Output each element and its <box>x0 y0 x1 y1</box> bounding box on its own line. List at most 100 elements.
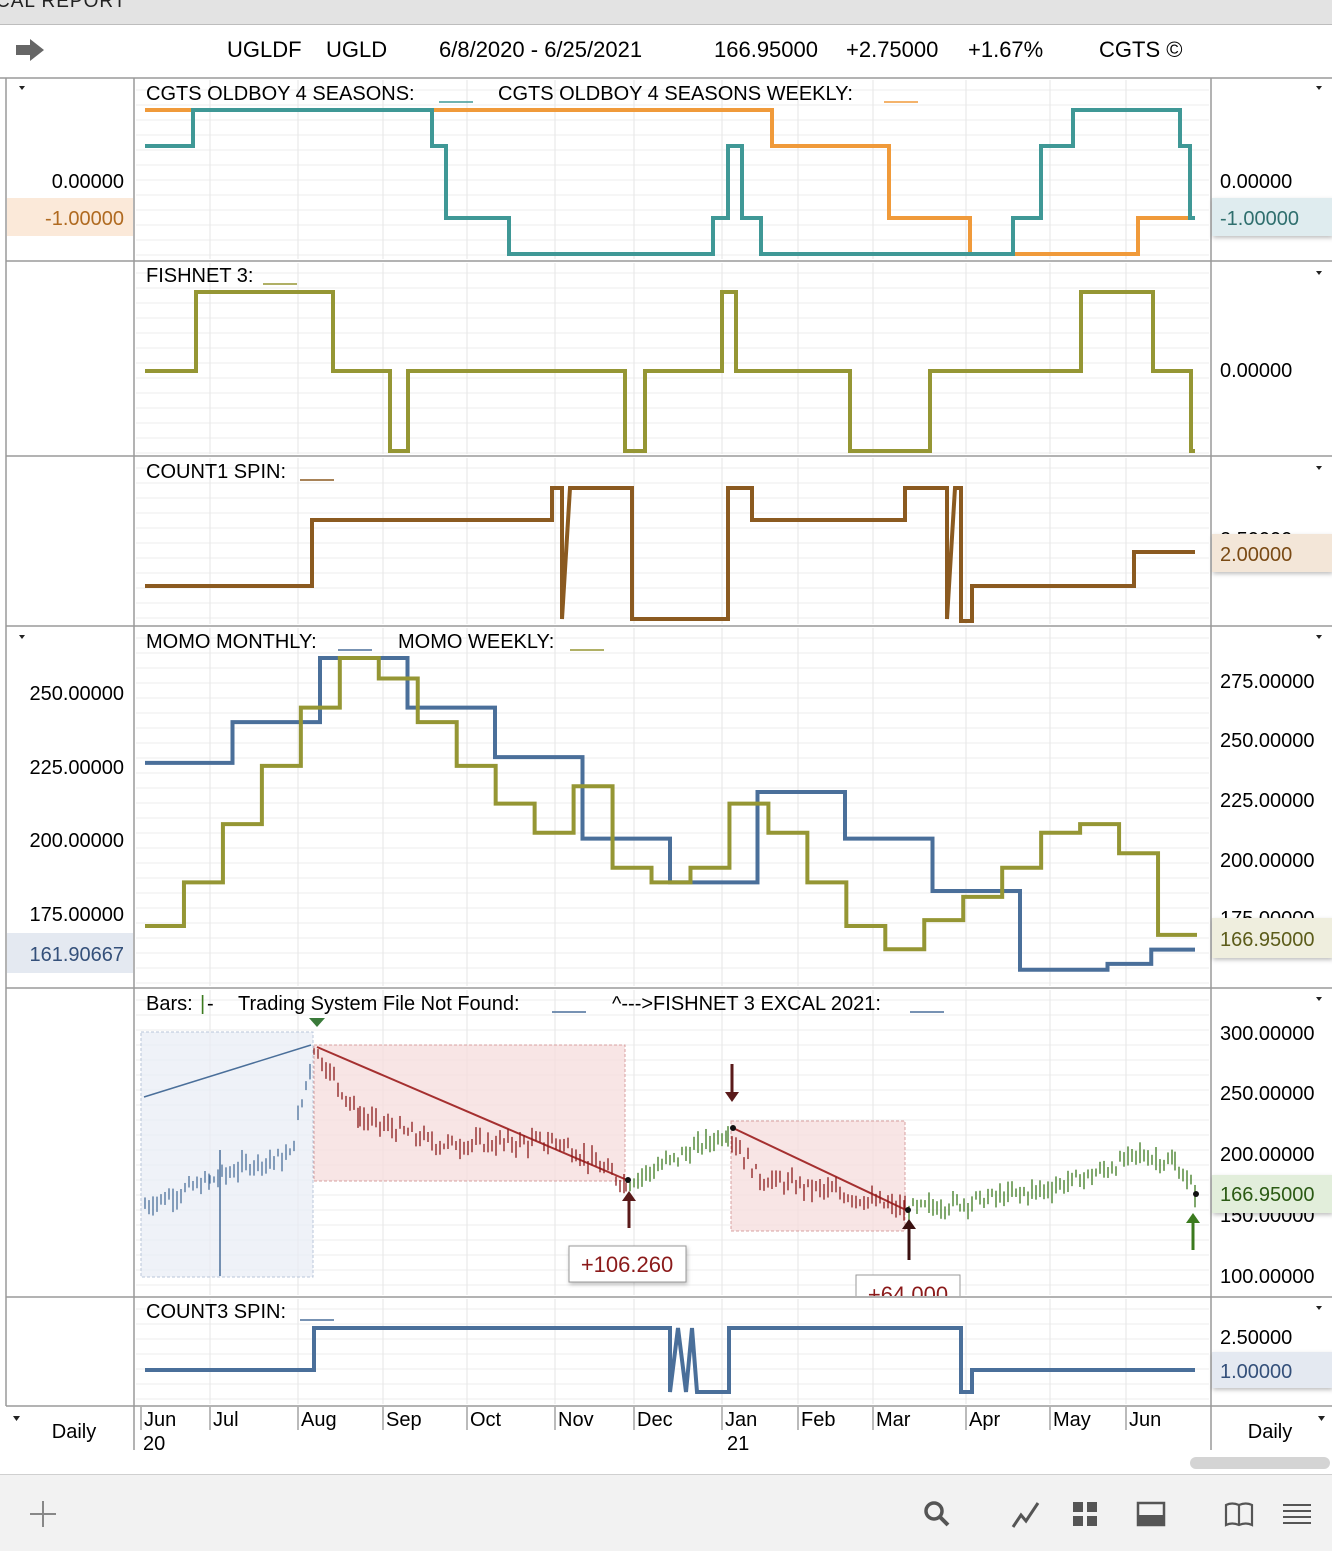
count3-title: COUNT3 SPIN: <box>146 1301 286 1323</box>
right-badge: 166.95000 <box>1220 1184 1315 1206</box>
trend-line-red-2 <box>732 1127 907 1211</box>
grid-layout-icon[interactable] <box>1068 1497 1102 1531</box>
fishnet-excal-title: ^--->FISHNET 3 EXCAL 2021: <box>612 993 881 1015</box>
symbol-label: UGLDF <box>227 37 302 62</box>
month-label: May <box>1053 1409 1091 1431</box>
right-tick: 200.00000 <box>1220 1144 1315 1166</box>
oldboy-weekly-title: CGTS OLDBOY 4 SEASONS WEEKLY: <box>498 83 853 105</box>
brand-label: CGTS © <box>1099 37 1183 62</box>
right-partial-tick: 175.00000 <box>1220 908 1315 930</box>
x-axis: Jun Jul Aug Sep Oct Nov Dec Jan Feb Mar Apr May Jun … <box>52 1407 1292 1452</box>
momo-monthly-title: MOMO MONTHLY: <box>146 631 317 653</box>
trade-zone-red-2 <box>730 1120 906 1232</box>
last-price: 166.95000 <box>714 37 818 62</box>
price-change-pct: +1.67% <box>968 37 1044 62</box>
right-tick: 100.00000 <box>1220 1266 1315 1288</box>
bottom-toolbar <box>0 1474 1332 1551</box>
right-tick: 250.00000 <box>1220 1083 1315 1105</box>
up-arrow-2 <box>902 1219 916 1260</box>
window-title: CAL REPORT <box>0 0 127 12</box>
right-tick: 0.00000 <box>1220 171 1292 193</box>
scrollbar-thumb[interactable] <box>1190 1457 1330 1469</box>
month-label: Jun <box>1129 1409 1161 1431</box>
month-label: Oct <box>470 1409 502 1431</box>
month-label: Sep <box>386 1409 422 1431</box>
right-badge-bg <box>1212 918 1332 958</box>
left-badge: 161.90667 <box>29 944 124 966</box>
interval-left[interactable]: Daily <box>52 1421 96 1443</box>
right-tick: 275.00000 <box>1220 671 1315 693</box>
month-label: Mar <box>876 1409 911 1431</box>
right-tick: 0.00000 <box>1220 360 1292 382</box>
month-label: Aug <box>301 1409 337 1431</box>
window-title-bar: CAL REPORT <box>0 0 1332 25</box>
count1-title: COUNT1 SPIN: <box>146 461 286 483</box>
month-label: Dec <box>637 1409 673 1431</box>
trend-line-blue <box>143 1044 312 1098</box>
fishnet-title: FISHNET 3: <box>146 265 253 287</box>
bars-title: Bars: <box>146 993 193 1015</box>
right-badge: 1.00000 <box>1220 1361 1292 1383</box>
count1-line <box>145 486 1195 623</box>
right-tick: 300.00000 <box>1220 1023 1315 1045</box>
left-tick: 250.00000 <box>29 683 124 705</box>
ticker-label: UGLD <box>326 37 388 62</box>
horizontal-scrollbar[interactable] <box>0 1452 1332 1474</box>
fishnet-line <box>145 290 1195 453</box>
year-label: 21 <box>727 1433 749 1452</box>
chart-area[interactable]: CGTS OLDBOY 4 SEASONS: CGTS OLDBOY 4 SEA… <box>0 77 1332 1452</box>
trade-label-box-1 <box>568 1245 687 1283</box>
trend-line-red-1 <box>316 1046 628 1181</box>
right-badge: -1.00000 <box>1220 208 1299 230</box>
right-badge-bg <box>1212 534 1332 572</box>
month-label: Jul <box>213 1409 239 1431</box>
month-label: Nov <box>558 1409 594 1431</box>
entry-marker-triangle <box>309 1018 325 1027</box>
right-badge: 2.00000 <box>1220 544 1292 566</box>
panel-count1: COUNT1 SPIN: 2.50000 2.00000 <box>145 461 1332 623</box>
month-label: Feb <box>801 1409 835 1431</box>
trade-profit-2: +64.000 <box>868 1282 948 1307</box>
right-badge-bg <box>1212 198 1332 236</box>
momo-weekly-line <box>145 656 1197 952</box>
left-badge-bg <box>7 198 133 236</box>
panel-menu-triangles[interactable] <box>13 86 1325 1421</box>
trade-label-box-2 <box>855 1274 961 1296</box>
left-tick: 0.00000 <box>52 171 124 193</box>
system-title: Trading System File Not Found: <box>238 993 520 1015</box>
panel-count3: COUNT3 SPIN: 2.50000 1.00000 <box>145 1301 1332 1394</box>
oldboy-title: CGTS OLDBOY 4 SEASONS: <box>146 83 415 105</box>
left-badge: -1.00000 <box>45 208 124 230</box>
month-label: Jan <box>725 1409 757 1431</box>
search-icon[interactable] <box>920 1497 954 1531</box>
bars-legend-green: | <box>200 993 205 1015</box>
forward-arrow-icon[interactable] <box>14 37 46 63</box>
menu-icon[interactable] <box>1280 1497 1314 1531</box>
month-label: Jun <box>144 1409 176 1431</box>
add-icon[interactable] <box>26 1497 60 1531</box>
right-tick: 2.50000 <box>1220 1327 1292 1349</box>
up-arrow-1 <box>622 1191 636 1228</box>
interval-right[interactable]: Daily <box>1248 1421 1292 1443</box>
oldboy-line <box>145 108 1195 256</box>
right-badge-bg <box>1212 1352 1332 1388</box>
left-badge-bg <box>7 933 133 973</box>
panel-price-bars: Bars: | - Trading System File Not Found:… <box>140 993 1332 1307</box>
right-partial-tick: 150.00000 <box>1220 1205 1315 1227</box>
book-icon[interactable] <box>1222 1497 1256 1531</box>
left-tick: 225.00000 <box>29 757 124 779</box>
line-chart-icon[interactable] <box>1010 1497 1044 1531</box>
count3-line <box>145 1326 1195 1394</box>
panel-momo: MOMO MONTHLY: MOMO WEEKLY: 250.00000 225… <box>7 631 1332 973</box>
month-label: Apr <box>969 1409 1000 1431</box>
date-range: 6/8/2020 - 6/25/2021 <box>439 37 643 62</box>
trade-profit-1: +106.260 <box>581 1252 673 1277</box>
chart-header: UGLDF UGLD 6/8/2020 - 6/25/2021 166.9500… <box>0 25 1332 77</box>
panel-layout-icon[interactable] <box>1134 1497 1168 1531</box>
bars-legend-dash: - <box>207 993 214 1015</box>
price-change: +2.75000 <box>846 37 939 62</box>
left-tick: 200.00000 <box>29 830 124 852</box>
down-arrow-1 <box>725 1064 739 1102</box>
right-badge: 166.95000 <box>1220 929 1315 951</box>
right-tick: 200.00000 <box>1220 850 1315 872</box>
